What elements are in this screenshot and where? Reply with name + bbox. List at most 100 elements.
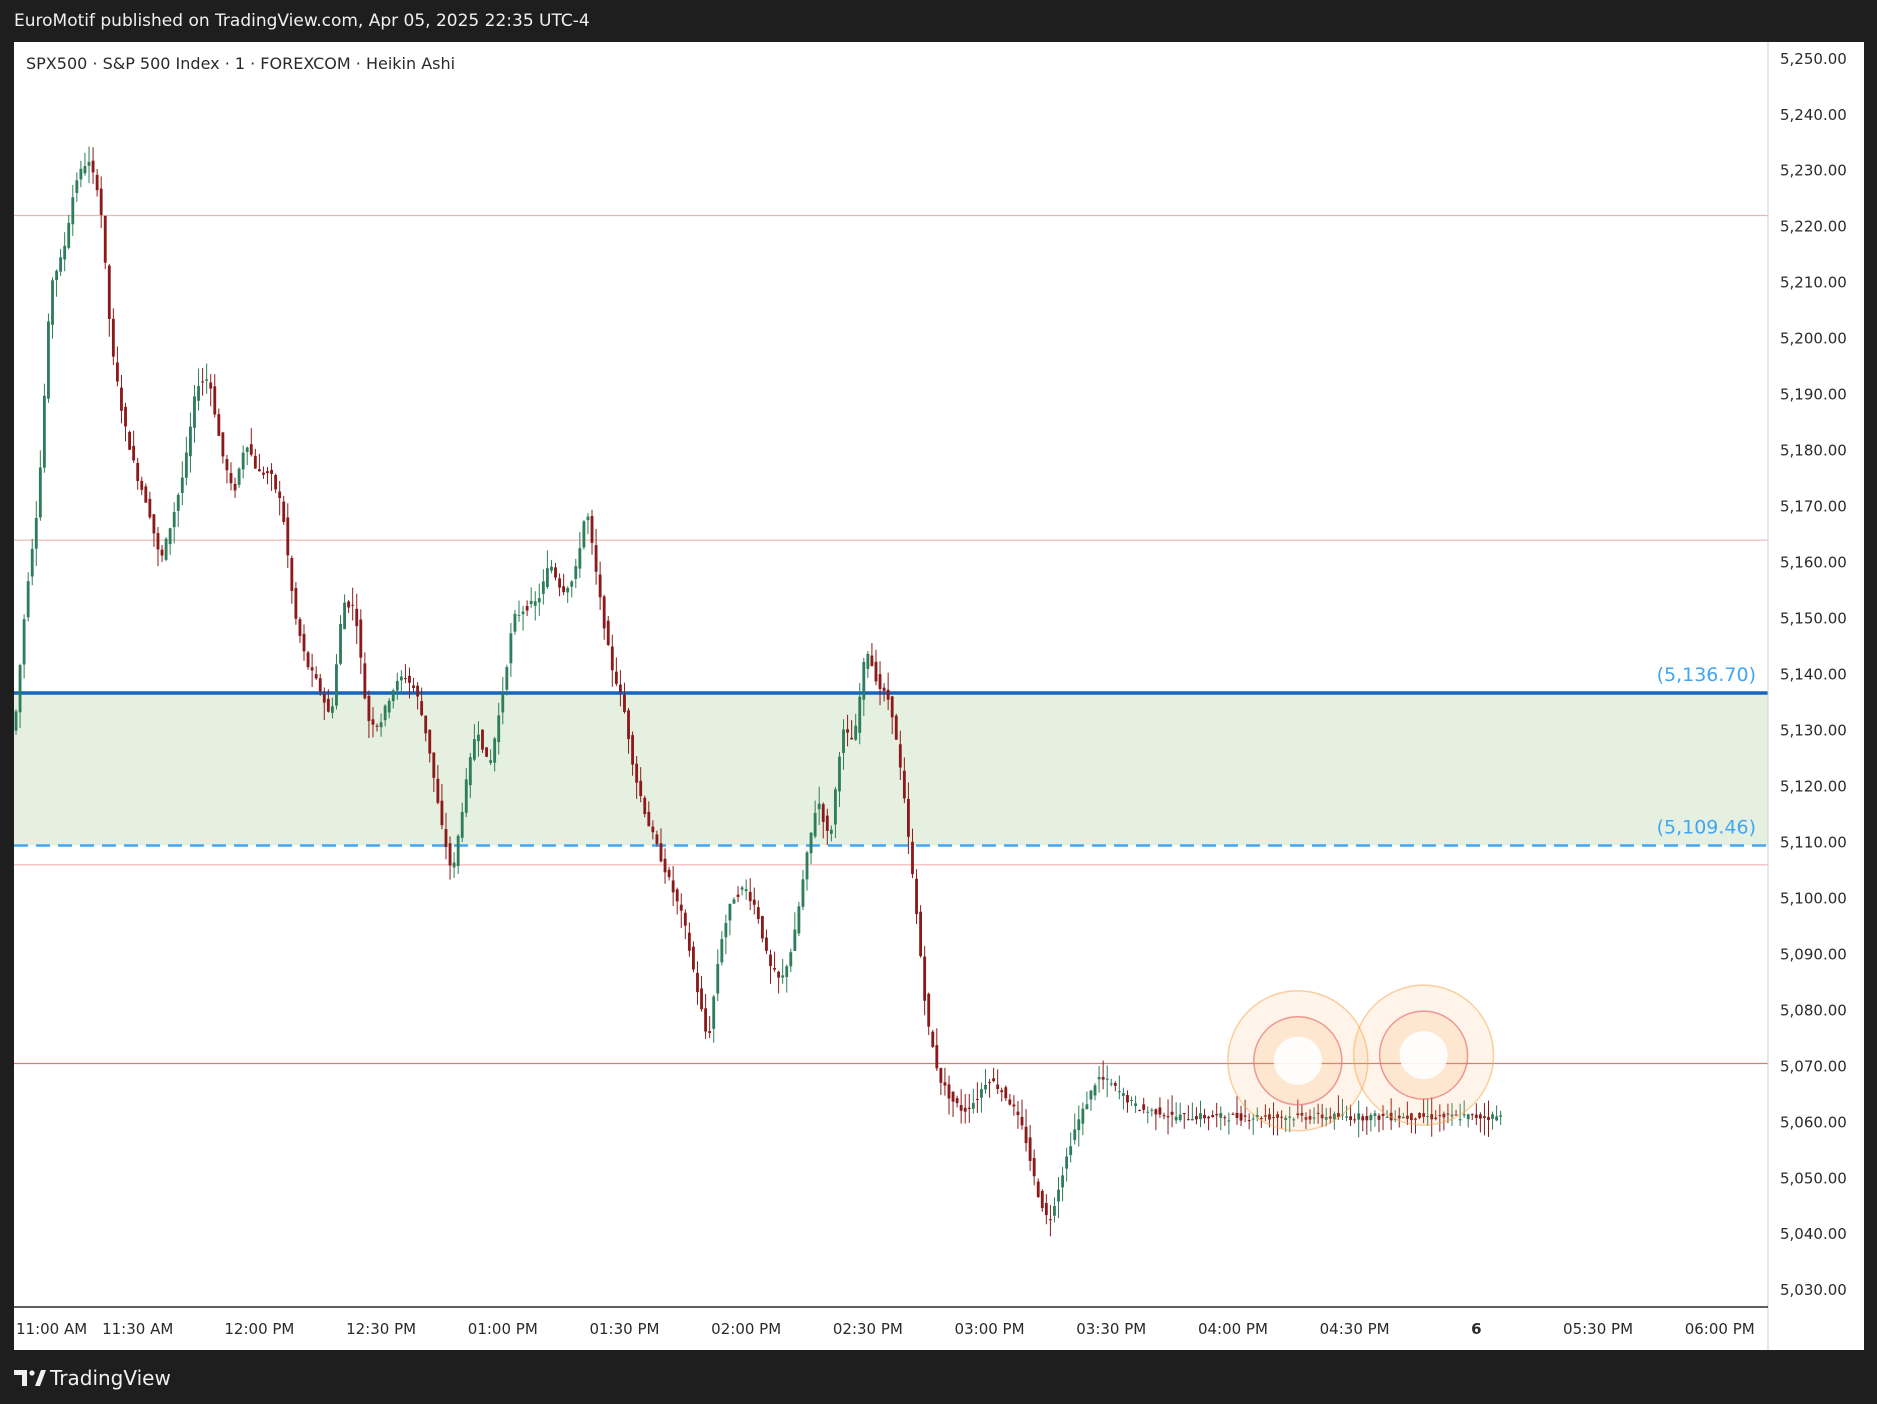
candle-body: [193, 396, 196, 428]
candle-body: [975, 1098, 979, 1100]
candle-body: [1105, 1078, 1109, 1080]
candle-body: [1422, 1113, 1426, 1117]
candle-body: [404, 678, 407, 680]
candle-body: [704, 1008, 708, 1032]
candle-body: [1040, 1190, 1044, 1209]
candle-body: [1255, 1114, 1259, 1118]
candle-body: [440, 800, 444, 826]
candle-body: [282, 501, 286, 522]
candle-body: [578, 548, 582, 569]
candle-body: [489, 760, 493, 763]
candle-body: [1170, 1111, 1174, 1115]
candle-body: [655, 834, 659, 844]
time-tick-label: 04:00 PM: [1198, 1320, 1268, 1338]
publish-header: EuroMotif published on TradingView.com, …: [0, 0, 1877, 42]
candle-body: [1077, 1119, 1081, 1131]
candle-body: [257, 469, 261, 472]
candle-body: [675, 889, 679, 902]
candle-body: [756, 907, 760, 920]
candle-body: [659, 843, 663, 862]
price-tick-label: 5,220.00: [1780, 218, 1847, 236]
tradingview-brand[interactable]: TradingView: [50, 1366, 171, 1390]
candle-body: [278, 491, 282, 499]
candle-body: [371, 719, 375, 725]
candle-body: [1057, 1189, 1060, 1202]
candle-body: [931, 1031, 935, 1047]
candle-body: [18, 665, 22, 713]
time-tick-label: 01:30 PM: [589, 1320, 659, 1338]
candle-body: [1089, 1090, 1093, 1100]
price-axis[interactable]: 5,250.00 5,240.00 5,230.00 5,220.00 5,210.00…: [1780, 50, 1847, 1299]
candle-body: [1478, 1114, 1482, 1119]
candle-body: [894, 715, 898, 740]
candle-body: [1065, 1156, 1069, 1169]
candle-body: [1150, 1109, 1154, 1111]
candle-body: [1069, 1146, 1073, 1156]
candle-body: [517, 614, 521, 616]
candle-body: [448, 843, 452, 866]
candle-body: [1357, 1113, 1361, 1120]
candle-body: [501, 692, 505, 713]
candle-body: [736, 894, 740, 897]
candle-body: [351, 604, 355, 606]
candle-body: [221, 432, 225, 457]
candle-body: [233, 483, 237, 491]
candle-body: [1336, 1113, 1340, 1118]
candle-body: [529, 600, 533, 605]
candle-body: [1292, 1119, 1296, 1121]
candle-body: [1142, 1104, 1146, 1110]
price-level-label-3: (5,109.46): [1657, 816, 1756, 838]
candle-body: [724, 922, 728, 938]
candle-body: [1219, 1113, 1223, 1118]
candle-body: [525, 606, 529, 611]
candle-body: [720, 939, 724, 963]
candle-body: [367, 695, 371, 722]
candle-body: [631, 735, 635, 765]
candle-body: [919, 911, 923, 957]
candle-body: [1101, 1077, 1105, 1080]
tradingview-logo-icon[interactable]: [14, 1368, 46, 1388]
price-tick-label: 5,100.00: [1780, 889, 1847, 907]
candle-body: [1093, 1085, 1097, 1096]
candle-body: [416, 685, 420, 697]
candle-body: [160, 549, 164, 556]
candle-body: [663, 858, 667, 873]
candle-body: [217, 414, 221, 436]
candle-body: [1454, 1114, 1458, 1116]
candle-body: [825, 815, 829, 831]
candle-body: [760, 916, 764, 939]
chart-panel[interactable]: 5,250.00 5,240.00 5,230.00 5,220.00 5,210.00…: [14, 42, 1864, 1350]
candle-body: [1251, 1118, 1255, 1120]
candle-body: [1162, 1115, 1166, 1117]
candle-body: [1466, 1114, 1470, 1120]
candle-body: [225, 459, 229, 471]
candle-body: [1113, 1083, 1117, 1086]
candle-body: [1483, 1116, 1486, 1118]
candle-body: [1199, 1113, 1202, 1120]
candle-body: [1300, 1112, 1304, 1116]
candle-body: [168, 528, 172, 545]
candle-body: [505, 667, 509, 690]
candle-body: [683, 912, 687, 926]
candle-body: [687, 932, 691, 951]
candle-body: [71, 197, 75, 225]
price-tick-label: 5,210.00: [1780, 274, 1847, 292]
candle-body: [294, 588, 298, 619]
candle-body: [1312, 1117, 1316, 1119]
candle-body: [38, 467, 42, 518]
candle-body: [870, 655, 874, 667]
candle-body: [464, 779, 468, 813]
candle-body: [343, 602, 346, 630]
candle-body: [866, 653, 870, 669]
candle-body: [387, 700, 391, 713]
candle-body: [229, 473, 233, 484]
candle-body: [1263, 1115, 1267, 1117]
time-tick-label: 12:00 PM: [224, 1320, 294, 1338]
candle-body: [639, 780, 643, 797]
time-axis[interactable]: 11:00 AM 11:30 AM 12:00 PM 12:30 PM 01:00 PM…: [16, 1320, 1755, 1338]
candle-body: [452, 862, 456, 868]
price-chart[interactable]: 5,250.00 5,240.00 5,230.00 5,220.00 5,210.00…: [14, 42, 1864, 1350]
candle-body: [809, 832, 813, 854]
candle-body: [128, 431, 132, 450]
level-layer: [14, 214, 1768, 1065]
